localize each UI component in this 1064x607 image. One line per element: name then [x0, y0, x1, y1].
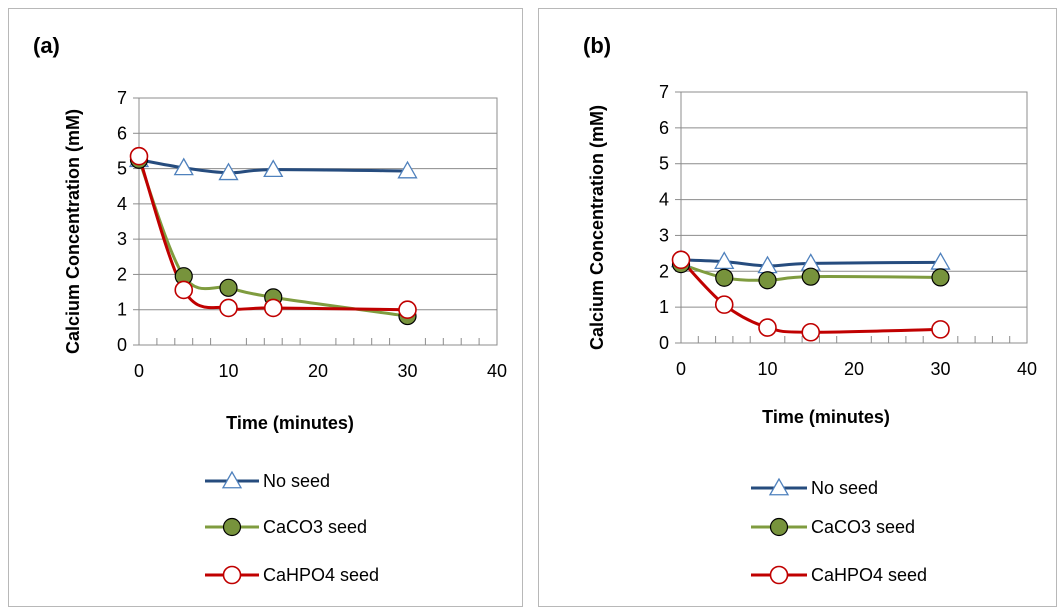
x-axis-title: Time (minutes) [762, 407, 890, 427]
data-point [398, 300, 417, 320]
legend-marker [222, 565, 242, 585]
y-tick-label: 0 [117, 335, 127, 355]
data-point [173, 157, 194, 176]
data-point [758, 318, 777, 337]
chart-b-svg: (b) 0 1 2 3 4 5 6 7 0 10 20 30 40 Time (minutes) Calciu… [583, 33, 1037, 585]
data-point [931, 320, 950, 339]
x-tick-label: 40 [1017, 359, 1037, 379]
x-tick-label: 20 [844, 359, 864, 379]
legend-marker [221, 470, 243, 489]
data-point [671, 250, 691, 270]
chart-panel-b: (b) 0 1 2 3 4 5 6 7 0 10 20 30 40 Time (minutes) Calciu… [538, 8, 1057, 607]
y-tick-label: 5 [117, 159, 127, 179]
y-axis-title: Calcium Concentration (mM) [63, 109, 83, 354]
x-tick-label: 0 [134, 361, 144, 381]
x-tick-label: 30 [930, 359, 950, 379]
y-tick-label: 7 [659, 82, 669, 102]
y-tick-label: 3 [659, 225, 669, 245]
y-tick-label: 6 [659, 118, 669, 138]
y-tick-label: 1 [659, 297, 669, 317]
data-point [218, 162, 239, 181]
data-point [174, 280, 194, 300]
y-tick-label: 1 [117, 300, 127, 320]
legend-label: CaHPO4 seed [811, 565, 927, 585]
data-point [801, 267, 820, 286]
legend-marker [222, 517, 242, 537]
y-tick-label: 0 [659, 333, 669, 353]
y-tick-label: 3 [117, 229, 127, 249]
y-tick-label: 4 [659, 190, 669, 210]
x-tick-label: 10 [757, 359, 777, 379]
x-tick-label: 0 [676, 359, 686, 379]
data-point [931, 268, 950, 287]
data-point [714, 251, 735, 270]
x-tick-label: 10 [218, 361, 238, 381]
x-tick-label: 30 [397, 361, 417, 381]
panel-label: (b) [583, 33, 611, 58]
y-tick-label: 6 [117, 123, 127, 143]
legend-label: CaHPO4 seed [263, 565, 379, 585]
legend-marker [768, 477, 790, 496]
panel-label: (a) [33, 33, 60, 58]
legend-marker [769, 517, 789, 537]
data-point [714, 295, 734, 314]
data-point [758, 271, 777, 290]
plot-area-border [680, 91, 1028, 344]
x-tick-label: 40 [487, 361, 507, 381]
legend-label: No seed [263, 471, 330, 491]
data-point [219, 278, 238, 297]
y-tick-label: 2 [659, 261, 669, 281]
data-point [715, 268, 734, 287]
data-point [263, 159, 284, 178]
data-point [263, 298, 283, 318]
legend-marker [769, 565, 789, 585]
y-tick-label: 2 [117, 264, 127, 284]
y-tick-label: 4 [117, 194, 127, 214]
plot-area-border [138, 97, 498, 346]
data-point [129, 146, 149, 166]
legend-label: No seed [811, 478, 878, 498]
x-tick-label: 20 [308, 361, 328, 381]
chart-panel-a: (a) 0 1 2 3 4 5 6 7 0 10 20 30 40 Time (minutes) Calciu… [8, 8, 523, 607]
y-tick-label: 7 [117, 88, 127, 108]
chart-a-svg: (a) 0 1 2 3 4 5 6 7 0 10 20 30 40 Time (minutes) Calciu… [33, 33, 507, 585]
data-point [801, 322, 821, 342]
data-point [397, 160, 418, 179]
x-axis-title: Time (minutes) [226, 413, 354, 433]
y-axis-title: Calcium Concentration (mM) [587, 105, 607, 350]
legend-label: CaCO3 seed [811, 517, 915, 537]
y-tick-label: 5 [659, 154, 669, 174]
legend-label: CaCO3 seed [263, 517, 367, 537]
data-point [219, 298, 238, 318]
